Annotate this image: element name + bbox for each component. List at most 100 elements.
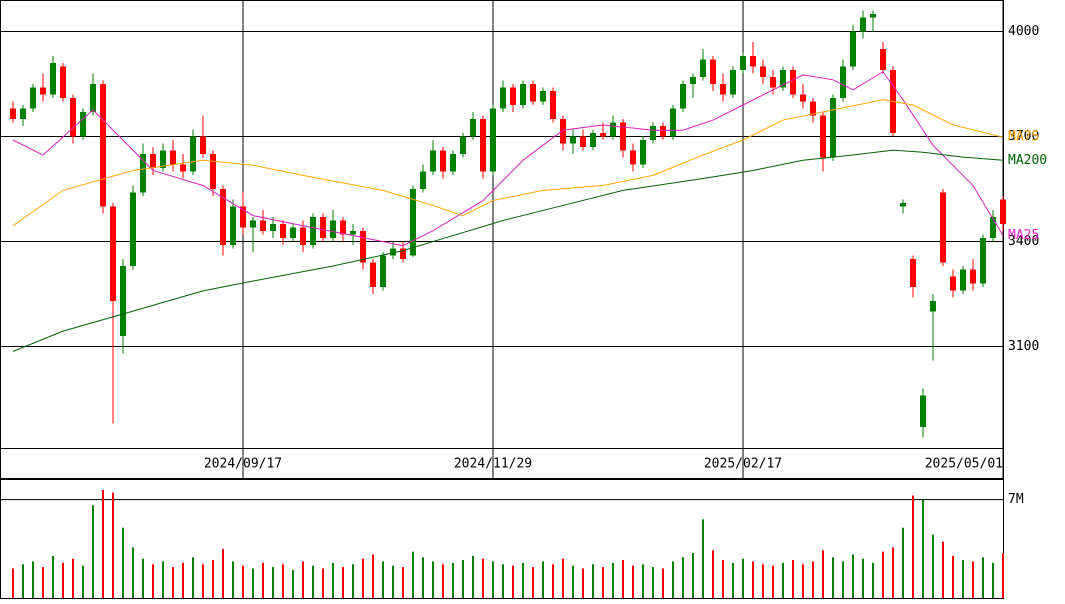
volume-bar <box>912 495 914 598</box>
volume-bar <box>732 562 734 598</box>
candle-body <box>30 87 36 109</box>
volume-bar <box>662 568 664 598</box>
candle-body <box>920 395 926 427</box>
candle-body <box>980 238 986 284</box>
candle-body <box>820 115 826 158</box>
candle-body <box>430 150 436 172</box>
volume-bar <box>152 564 154 598</box>
candle-body <box>930 301 936 312</box>
volume-bar <box>992 562 994 598</box>
volume-bar <box>1002 553 1004 598</box>
candle-body <box>960 269 966 291</box>
candle-body <box>460 136 466 154</box>
candle-body <box>710 59 716 84</box>
candle-body <box>790 70 796 95</box>
candle-body <box>50 63 56 95</box>
candle-body <box>420 171 426 189</box>
candle-body <box>510 87 516 105</box>
volume-bar <box>822 550 824 598</box>
candle-body <box>600 133 606 137</box>
volume-bar <box>42 567 44 598</box>
volume-bar <box>62 562 64 598</box>
volume-bar <box>982 557 984 598</box>
candle-body <box>200 136 206 154</box>
candle-body <box>380 255 386 287</box>
candle-body <box>780 70 786 88</box>
candle-body <box>1000 199 1006 224</box>
candle-body <box>220 189 226 245</box>
volume-bar <box>422 557 424 598</box>
volume-bar <box>512 565 514 598</box>
moving-average-line <box>12 71 1004 247</box>
volume-bar <box>782 562 784 598</box>
volume-bar <box>182 562 184 598</box>
candle-body <box>490 108 496 172</box>
volume-bar <box>312 565 314 598</box>
candle-body <box>270 224 276 231</box>
moving-average-label: MA25 <box>1008 228 1039 243</box>
volume-bar <box>232 561 234 598</box>
volume-bar <box>612 562 614 598</box>
y-tick-label: 3700 <box>1008 129 1039 144</box>
volume-bar <box>172 567 174 598</box>
candle-body <box>180 164 186 172</box>
candle-body <box>410 189 416 256</box>
volume-bar <box>362 558 364 598</box>
candle-body <box>290 227 296 238</box>
volume-bar <box>92 505 94 598</box>
volume-bar <box>272 567 274 598</box>
volume-bar <box>142 558 144 598</box>
volume-bar <box>882 551 884 598</box>
volume-bar <box>962 560 964 598</box>
candle-body <box>440 150 446 172</box>
volume-bar <box>852 554 854 598</box>
candle-body <box>530 84 536 102</box>
volume-bar <box>202 564 204 598</box>
x-tick-label: 2025/05/01 <box>925 457 1003 472</box>
volume-bar <box>602 567 604 598</box>
volume-bar <box>942 541 944 598</box>
volume-bar <box>482 558 484 598</box>
candle-body <box>210 154 216 189</box>
candle-body <box>360 231 366 263</box>
volume-bar <box>322 568 324 598</box>
volume-bar <box>472 555 474 598</box>
candle-body <box>520 84 526 105</box>
y-tick-label: 3400 <box>1008 234 1039 249</box>
candle-body <box>810 101 816 116</box>
candle-body <box>120 266 126 336</box>
volume-bar <box>252 568 254 598</box>
volume-bar <box>812 561 814 598</box>
volume-bar <box>902 527 904 598</box>
volume-bar <box>222 548 224 598</box>
volume-bar <box>592 564 594 598</box>
volume-bar <box>462 560 464 598</box>
candle-body <box>20 108 26 119</box>
candle-body <box>160 150 166 168</box>
volume-bar <box>762 564 764 598</box>
candle-body <box>950 276 956 291</box>
candle-body <box>130 192 136 266</box>
candle-body <box>260 220 266 231</box>
volume-tick-label: 7M <box>1008 492 1024 507</box>
volume-bar <box>212 560 214 598</box>
volume-bar <box>242 565 244 598</box>
volume-bar <box>302 561 304 598</box>
moving-average-label: MA200 <box>1008 153 1047 168</box>
candle-body <box>910 259 916 287</box>
volume-bar <box>162 561 164 598</box>
candle-body <box>560 119 566 144</box>
volume-bar <box>22 564 24 598</box>
candle-body <box>940 192 946 263</box>
volume-bar <box>72 558 74 598</box>
candle-body <box>300 227 306 245</box>
volume-bar <box>792 560 794 598</box>
candle-body <box>310 217 316 245</box>
volume-bar <box>552 564 554 598</box>
candle-body <box>450 154 456 172</box>
volume-bar <box>502 564 504 598</box>
candle-body <box>660 126 666 137</box>
volume-bar <box>412 551 414 598</box>
candle-body <box>880 49 886 70</box>
